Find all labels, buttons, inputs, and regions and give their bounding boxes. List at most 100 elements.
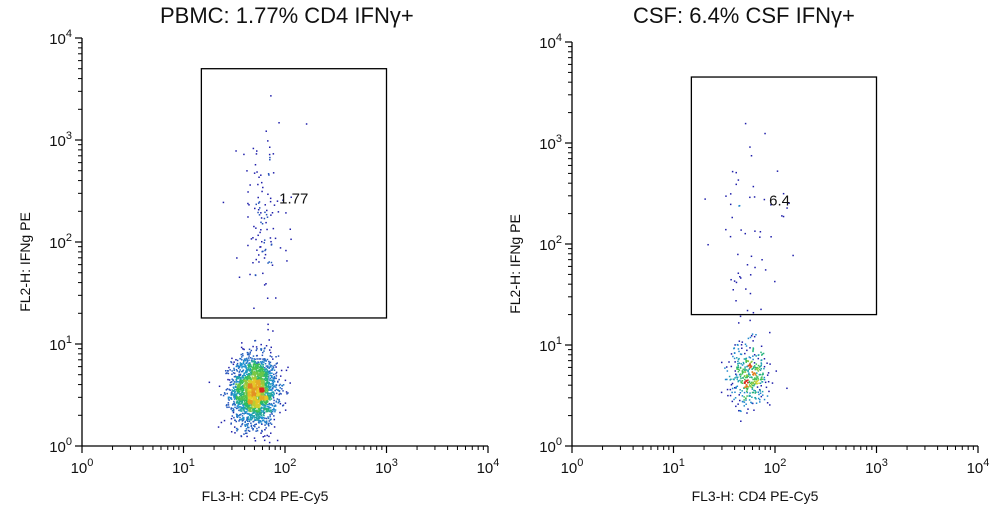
event-dot xyxy=(269,372,271,374)
event-dot xyxy=(245,387,248,389)
event-dot xyxy=(741,380,744,382)
event-dot xyxy=(249,351,252,353)
event-dot xyxy=(270,240,272,243)
event-dot xyxy=(764,132,766,135)
event-dot xyxy=(740,410,742,413)
event-dot xyxy=(277,211,280,213)
event-dot xyxy=(735,171,737,174)
event-dot xyxy=(250,360,253,362)
event-dot xyxy=(271,391,273,394)
event-dot xyxy=(748,381,751,383)
event-dot xyxy=(734,370,737,372)
event-dot xyxy=(275,377,277,380)
event-dot xyxy=(267,370,269,373)
event-dot xyxy=(272,330,274,332)
event-dot xyxy=(259,390,262,393)
event-dot xyxy=(269,361,272,364)
event-dot xyxy=(268,398,270,400)
event-dot xyxy=(265,371,267,373)
event-dot xyxy=(763,376,766,379)
event-dot xyxy=(750,381,753,384)
event-dot xyxy=(251,368,253,371)
event-dot xyxy=(255,388,257,391)
event-dot xyxy=(249,372,252,374)
event-dot xyxy=(248,387,250,390)
event-dot xyxy=(246,373,248,376)
event-dot xyxy=(254,361,257,364)
event-dot xyxy=(233,400,235,403)
event-dot xyxy=(747,387,749,390)
event-dot xyxy=(255,402,257,404)
event-dot xyxy=(234,389,237,391)
event-dot xyxy=(243,418,245,421)
event-dot xyxy=(741,395,744,397)
event-dot xyxy=(249,401,252,404)
event-dot xyxy=(747,370,749,373)
event-dot xyxy=(757,370,760,372)
event-dot xyxy=(225,372,227,375)
event-dot xyxy=(246,419,248,421)
event-dot xyxy=(265,387,268,390)
event-dot xyxy=(253,371,255,373)
event-dots xyxy=(208,95,308,444)
event-dot xyxy=(258,401,261,403)
event-dot xyxy=(749,146,751,148)
event-dot xyxy=(744,371,746,373)
event-dot xyxy=(792,254,794,257)
event-dot xyxy=(275,392,278,395)
event-dot xyxy=(241,418,244,420)
x-tick-label: 104 xyxy=(967,457,990,477)
event-dot xyxy=(754,380,756,382)
event-dot xyxy=(264,399,267,401)
event-dot xyxy=(271,393,274,396)
event-dot xyxy=(270,369,272,371)
event-dot xyxy=(238,396,241,398)
event-dot xyxy=(254,361,257,363)
event-dot xyxy=(257,382,260,385)
event-dot xyxy=(261,381,263,383)
event-dot xyxy=(245,388,248,390)
event-dot xyxy=(269,419,272,421)
event-dot xyxy=(766,395,769,397)
event-dot xyxy=(278,378,280,381)
event-dot xyxy=(746,412,748,414)
event-dot xyxy=(262,392,265,394)
event-dot xyxy=(749,319,751,322)
event-dot xyxy=(725,228,727,231)
event-dot xyxy=(241,402,243,405)
event-dot xyxy=(767,380,770,383)
event-dot xyxy=(269,422,272,424)
event-dot xyxy=(233,390,235,392)
event-dot xyxy=(248,395,250,397)
event-dot xyxy=(748,384,751,386)
event-dot xyxy=(256,385,259,388)
event-dot xyxy=(246,407,248,409)
event-dot xyxy=(731,382,734,385)
event-dot xyxy=(258,366,261,369)
event-dot xyxy=(262,389,264,391)
event-dot xyxy=(270,392,272,395)
event-dot xyxy=(268,420,271,422)
event-dot xyxy=(279,247,282,249)
event-dot xyxy=(746,395,748,397)
event-dot xyxy=(268,385,270,387)
event-dot xyxy=(229,369,231,371)
event-dot xyxy=(244,366,247,368)
event-dot xyxy=(768,390,770,393)
event-dot xyxy=(753,335,756,338)
event-dot xyxy=(267,394,270,396)
event-dot xyxy=(240,413,242,416)
event-dot xyxy=(228,388,230,391)
event-dot xyxy=(224,393,226,395)
event-dot xyxy=(262,390,265,392)
event-dot xyxy=(239,373,242,376)
event-dot xyxy=(728,361,730,363)
event-dot xyxy=(742,377,744,379)
event-dot xyxy=(242,369,245,371)
event-dot xyxy=(252,345,254,348)
event-dot xyxy=(260,395,263,397)
event-dot xyxy=(257,374,260,377)
event-dot xyxy=(244,363,246,366)
event-dot xyxy=(761,390,764,393)
event-dot xyxy=(750,386,753,389)
